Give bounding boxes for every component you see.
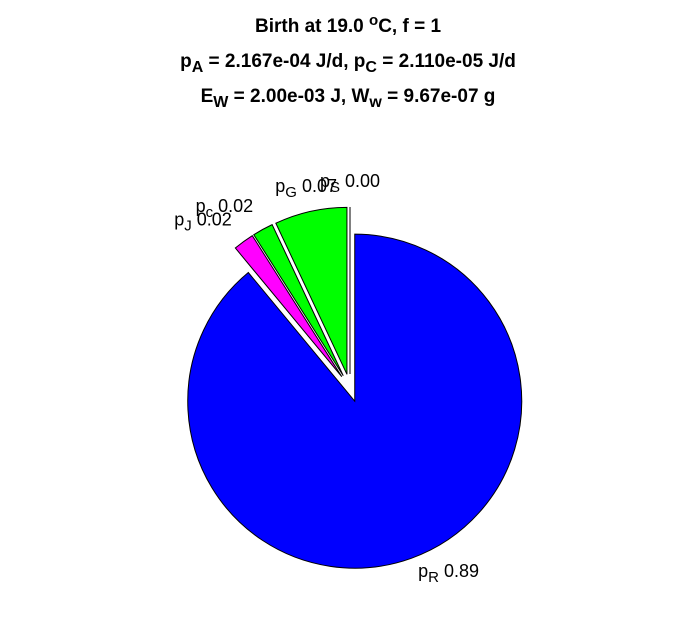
chart-title: pA = 2.167e-04 J/d, pC = 2.110e-05 J/d [180, 51, 516, 76]
label-name: p [275, 176, 285, 196]
chart-title: Birth at 19.0 oC, f = 1 [255, 12, 441, 37]
title-part: o [369, 12, 378, 29]
title-part: A [192, 59, 204, 76]
label-value: 0.02 [197, 209, 232, 229]
chart-title: EW = 2.00e-03 J, Ww = 9.67e-07 g [201, 86, 496, 111]
label-name: p [174, 209, 184, 229]
title-part: w [368, 94, 382, 111]
label-sub: R [428, 569, 439, 586]
pie-slice [275, 206, 348, 375]
label-name: p [418, 561, 428, 581]
pie-slice [234, 234, 343, 377]
label-name: p [196, 196, 206, 216]
title-part: = 2.00e-03 J, W [228, 86, 369, 107]
label-value: 0.02 [218, 196, 253, 216]
title-part: C, f = 1 [378, 16, 441, 37]
label-sub: G [285, 183, 297, 200]
title-part: = 9.67e-07 g [382, 86, 496, 107]
title-part: E [201, 86, 214, 107]
title-part: W [213, 94, 229, 111]
title-part: C [365, 59, 377, 76]
slice-label: pS 0.00 [320, 171, 380, 196]
label-value: 0.00 [345, 171, 380, 191]
title-part: Birth at 19.0 [255, 16, 369, 37]
pie-slice [253, 223, 344, 376]
label-value: 0.07 [302, 176, 337, 196]
slice-label: pc 0.02 [196, 196, 254, 221]
title-part: = 2.110e-05 J/d [377, 51, 516, 72]
slice-label: pG 0.07 [275, 176, 337, 201]
slice-label: pJ 0.02 [174, 209, 232, 234]
pie-slice [187, 233, 523, 569]
label-sub: J [184, 217, 192, 234]
title-part: p [180, 51, 192, 72]
label-name: p [320, 171, 330, 191]
label-sub: c [206, 203, 214, 220]
title-part: = 2.167e-04 J/d, p [203, 51, 365, 72]
label-sub: S [330, 178, 340, 195]
label-value: 0.89 [444, 561, 479, 581]
slice-label: pR 0.89 [418, 561, 479, 586]
